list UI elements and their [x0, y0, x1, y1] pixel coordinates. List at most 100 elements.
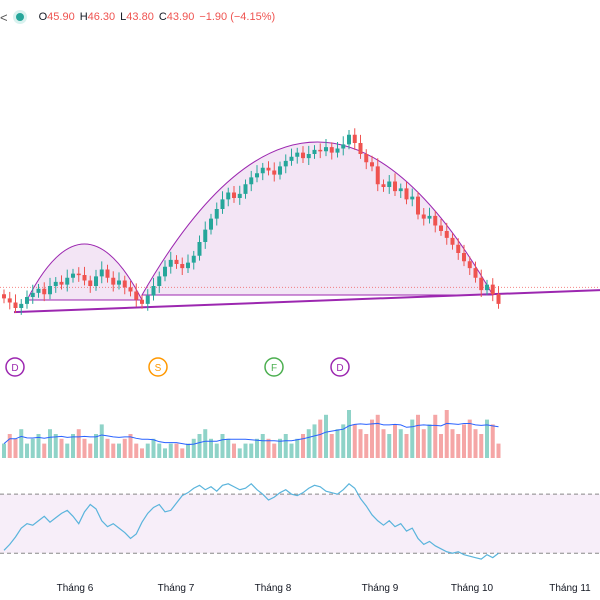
- volume-bar: [295, 438, 300, 458]
- volume-bar: [490, 424, 495, 458]
- candle-body: [226, 192, 231, 200]
- candle-body: [191, 255, 196, 263]
- candle-body: [157, 276, 162, 286]
- event-marker-letter: S: [155, 363, 162, 374]
- candle-body: [232, 192, 236, 198]
- candle-body: [220, 199, 225, 209]
- volume-bar: [456, 434, 461, 458]
- candle-body: [59, 281, 64, 285]
- volume-bar: [375, 414, 380, 458]
- candle-body: [249, 177, 254, 185]
- candle-body: [65, 277, 70, 285]
- volume-bar: [306, 429, 311, 458]
- volume-bar: [358, 429, 363, 458]
- candle-body: [260, 167, 265, 174]
- volume-bar: [48, 429, 52, 458]
- rsi-band: [0, 494, 600, 554]
- candle-body: [53, 281, 58, 286]
- candle-body: [30, 292, 35, 297]
- time-axis: Tháng 6 Tháng 7 Tháng 8 Tháng 9 Tháng 10 Thán…: [57, 583, 592, 594]
- volume-bar: [318, 419, 323, 458]
- candle-body: [387, 181, 392, 187]
- candle-body: [456, 244, 461, 253]
- volume-bar: [485, 419, 489, 458]
- volume-bar: [444, 410, 449, 458]
- low-label: L: [120, 11, 127, 23]
- volume-bar: [393, 424, 397, 458]
- candle-body: [145, 295, 150, 304]
- volume-bar: [99, 424, 104, 458]
- volume-bar: [226, 438, 231, 458]
- volume-bar: [427, 424, 432, 458]
- candle-body: [427, 215, 432, 219]
- candle-body: [48, 286, 52, 295]
- candle-body: [186, 262, 190, 269]
- candle-body: [433, 215, 438, 226]
- volume-bar: [134, 443, 139, 458]
- candle-body: [36, 288, 41, 293]
- candle-body: [444, 231, 449, 238]
- volume-bar: [260, 434, 265, 458]
- candle-body: [19, 303, 24, 308]
- candle-body: [13, 302, 18, 308]
- candle-body: [214, 209, 219, 219]
- low-value: 43.80: [126, 11, 154, 23]
- candle-body: [99, 269, 104, 277]
- volume-bar: [381, 429, 386, 458]
- candle-body: [94, 276, 98, 286]
- open-value: 45.90: [47, 11, 75, 23]
- candle-body: [341, 144, 346, 149]
- volume-bar: [462, 424, 466, 458]
- candle-body: [324, 147, 328, 152]
- volume-bar: [243, 443, 248, 458]
- candle-body: [203, 229, 208, 242]
- candle-body: [398, 188, 403, 192]
- candle-body: [295, 152, 300, 157]
- volume-bar: [53, 434, 58, 458]
- time-axis-label: Tháng 11: [549, 583, 591, 594]
- rsi-line: [3, 483, 499, 560]
- volume-bar: [203, 429, 208, 458]
- candle-body: [111, 277, 116, 285]
- candle-body: [289, 156, 294, 161]
- candle-body: [25, 297, 29, 304]
- candle-body: [283, 160, 288, 167]
- candle-body: [255, 173, 259, 178]
- volume-bar: [364, 434, 369, 458]
- market-status-icon: [15, 13, 24, 21]
- volume-bar: [42, 443, 47, 458]
- event-marker-letter: D: [336, 363, 343, 374]
- symbol-chevron-icon[interactable]: <: [0, 9, 8, 25]
- volume-ma-line: [3, 422, 499, 446]
- volume-bar: [214, 443, 219, 458]
- candle-body: [416, 196, 420, 215]
- volume-bar: [128, 434, 133, 458]
- candle-body: [237, 193, 242, 198]
- candle-body: [318, 149, 323, 152]
- candle-body: [7, 298, 12, 303]
- candle-body: [105, 269, 110, 278]
- volume-bar: [140, 448, 144, 458]
- candle-body: [462, 253, 466, 262]
- candle-body: [410, 196, 415, 200]
- support-trendline: [13, 289, 600, 314]
- volume-bar: [71, 434, 75, 458]
- candle-body: [439, 225, 443, 231]
- candle-body: [243, 184, 248, 194]
- volume-bar: [347, 410, 351, 458]
- volume-bar: [335, 429, 340, 458]
- volume-pane: [2, 410, 501, 458]
- volume-bar: [220, 434, 225, 458]
- volume-bar: [272, 443, 277, 458]
- candle-body: [76, 273, 81, 276]
- volume-bar: [237, 448, 242, 458]
- close-value: 43.90: [166, 11, 195, 23]
- candle-body: [272, 170, 277, 175]
- event-marker-letter: F: [271, 363, 277, 374]
- volume-bar: [2, 443, 6, 458]
- volume-bar: [329, 434, 334, 458]
- candle-body: [2, 294, 6, 299]
- candle-body: [393, 181, 397, 192]
- volume-bar: [76, 429, 81, 458]
